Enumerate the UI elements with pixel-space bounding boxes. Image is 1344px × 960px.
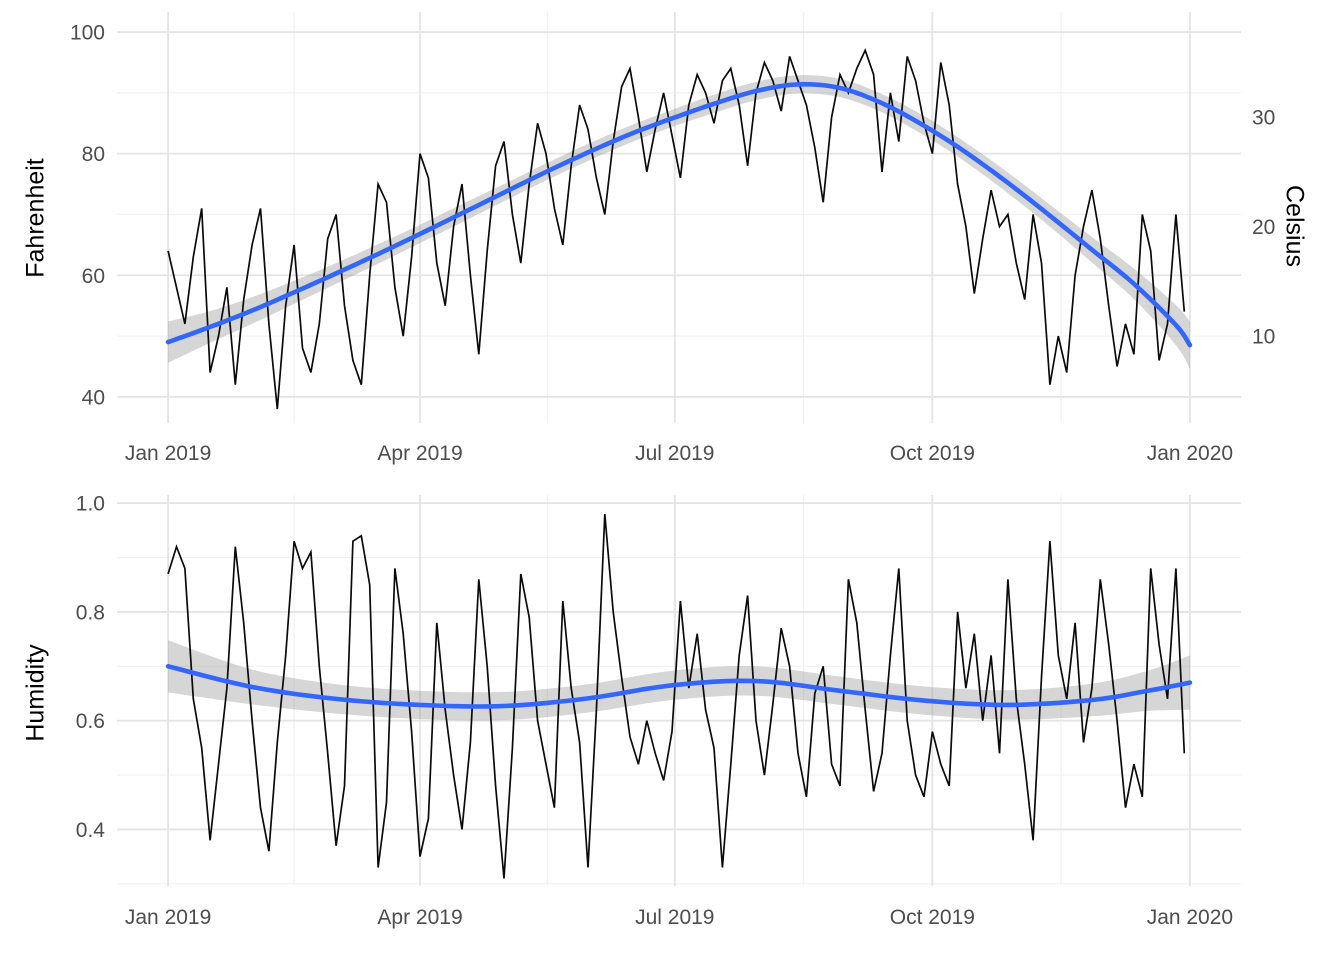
celsius-axis-title: Celsius [1280,185,1309,267]
daily-humidity-line [167,513,1186,879]
temperature-confidence-ribbon [168,75,1190,369]
daily-temperature-fahrenheit-line [167,48,1186,410]
x-tick-label: Jan 2020 [1147,906,1233,929]
celsius-tick-label: 20 [1252,216,1275,239]
x-tick-label: Jan 2019 [125,906,211,929]
y-tick-label: 1.0 [76,493,105,516]
x-tick-label: Apr 2019 [377,906,462,929]
celsius-tick-label: 10 [1252,326,1275,349]
x-tick-label: Apr 2019 [377,442,462,465]
y-tick-label: 100 [70,22,105,45]
celsius-tick-label: 30 [1252,107,1275,130]
x-tick-label: Jan 2020 [1147,442,1233,465]
x-tick-label: Oct 2019 [890,906,975,929]
x-tick-label: Jan 2019 [125,442,211,465]
y-tick-label: 80 [82,143,105,166]
y-tick-label: 40 [82,386,105,409]
y-tick-label: 0.6 [76,710,105,733]
fahrenheit-axis-title: Fahrenheit [21,158,50,278]
x-tick-label: Jul 2019 [635,906,714,929]
y-tick-label: 0.8 [76,601,105,624]
loess-smooth-temperature-line [165,81,1193,348]
y-tick-label: 0.4 [76,819,106,842]
humidity-axis-title: Humidity [21,644,50,742]
loess-smooth-humidity-line [165,663,1193,709]
temperature-panel: 40 60 80 100 10 20 30 Jan 2019 Apr 2019 Jul 2019 O… [70,12,1275,465]
y-tick-label: 60 [82,265,105,288]
x-tick-label: Oct 2019 [890,442,975,465]
x-tick-label: Jul 2019 [635,442,714,465]
humidity-panel: 0.4 0.6 0.8 1.0 Jan 2019 Apr 2019 Jul 2019 Oct … [76,493,1241,929]
